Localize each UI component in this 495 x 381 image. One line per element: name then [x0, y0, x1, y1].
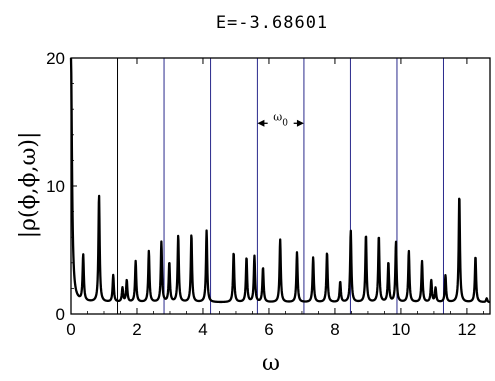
density-curve [69, 57, 491, 304]
annotation-arrowhead-right [296, 119, 304, 127]
y-tick-label-2: 20 [46, 49, 65, 68]
y-tick-label-1: 10 [46, 177, 65, 196]
x-tick-label-3: 6 [264, 320, 273, 339]
annotation-label: ω0 [273, 110, 288, 128]
y-axis-ticks: 0 10 20 [46, 49, 77, 324]
x-tick-label-4: 8 [330, 320, 339, 339]
chart-title: E=-3.68601 [216, 13, 328, 33]
x-tick-label-6: 12 [457, 320, 476, 339]
annotation-arrowhead-left [257, 119, 265, 127]
x-tick-label-1: 2 [132, 320, 141, 339]
y-axis-label: |ρ(ϕ,ϕ,ω)| [16, 132, 41, 239]
curve-layer [69, 57, 491, 304]
x-tick-label-0: 0 [66, 320, 75, 339]
x-tick-label-2: 4 [198, 320, 207, 339]
x-tick-label-5: 10 [391, 320, 410, 339]
x-axis-ticks: 0 2 4 6 8 10 12 [66, 58, 484, 339]
x-axis-label: ω [262, 351, 280, 376]
omega0-annotation: ω0 [257, 110, 304, 128]
y-tick-label-0: 0 [56, 305, 65, 324]
vertical-reference-lines [117, 58, 444, 314]
